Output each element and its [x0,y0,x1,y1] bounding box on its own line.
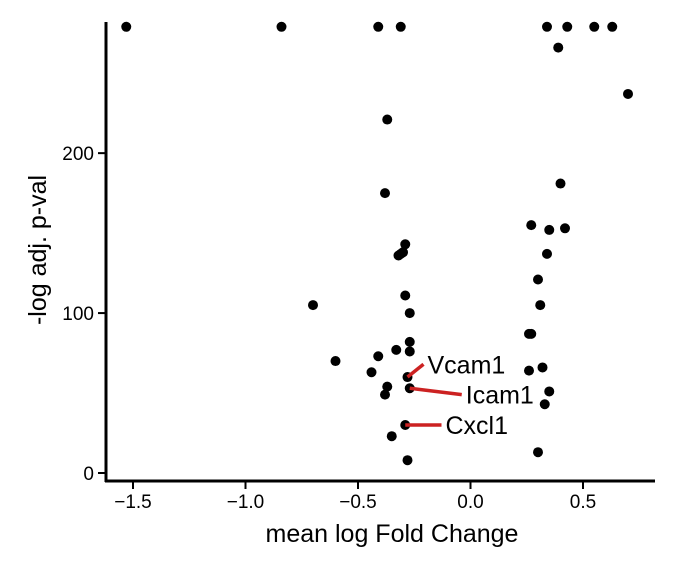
data-point [542,21,552,32]
annotation-line [406,362,425,379]
gene-label-vcam1: Vcam1 [428,351,506,379]
data-point [562,21,573,32]
data-point [607,21,618,32]
data-point [373,21,384,32]
y-tick-label: 100 [62,304,94,325]
data-point [404,336,415,347]
data-point [402,455,413,466]
x-axis-ticks: −1.5 −1.0 −0.5 0.0 0.5 [114,482,596,513]
data-point [400,290,411,301]
y-tick-label: 200 [62,144,94,165]
annotation-line [409,386,462,397]
data-point [121,21,132,32]
x-tick-label: −1.5 [114,492,152,513]
gene-label-cxcl1: Cxcl1 [446,412,509,440]
data-point [526,220,537,231]
data-point [589,21,600,32]
x-tick-label: −1.0 [227,492,265,513]
data-point [386,431,397,442]
data-points [121,21,633,466]
data-point [535,300,546,311]
data-point [373,351,384,362]
data-point [276,21,287,32]
y-axis-ticks: 0 100 200 [62,144,105,485]
data-point [400,239,411,250]
data-point [544,224,555,235]
data-point [395,21,406,32]
x-tick-label: 0.0 [457,492,483,513]
data-point [560,223,570,234]
data-point [404,308,415,319]
data-point [382,381,393,392]
y-axis-title: -log adj. p-val [24,175,52,325]
data-point [555,178,566,189]
data-point [526,328,537,339]
data-point [391,344,402,355]
x-tick-label: 0.5 [570,492,596,513]
data-point [330,356,341,367]
data-point [382,114,393,125]
data-point [366,367,377,378]
data-point [393,250,404,261]
data-point [623,88,633,99]
data-point [544,386,555,397]
data-point [380,188,390,199]
data-point [542,248,552,259]
x-tick-label: −0.5 [339,492,377,513]
data-point [553,42,564,53]
y-tick-label: 0 [83,464,94,485]
data-point [539,399,550,410]
data-point [380,389,390,400]
data-point [533,447,543,458]
data-point [533,274,543,285]
x-axis-title: mean log Fold Change [266,520,519,548]
data-point [524,365,534,376]
data-point [404,346,415,357]
data-point [308,300,318,311]
data-point [537,362,548,373]
gene-label-icam1: Icam1 [466,382,534,410]
